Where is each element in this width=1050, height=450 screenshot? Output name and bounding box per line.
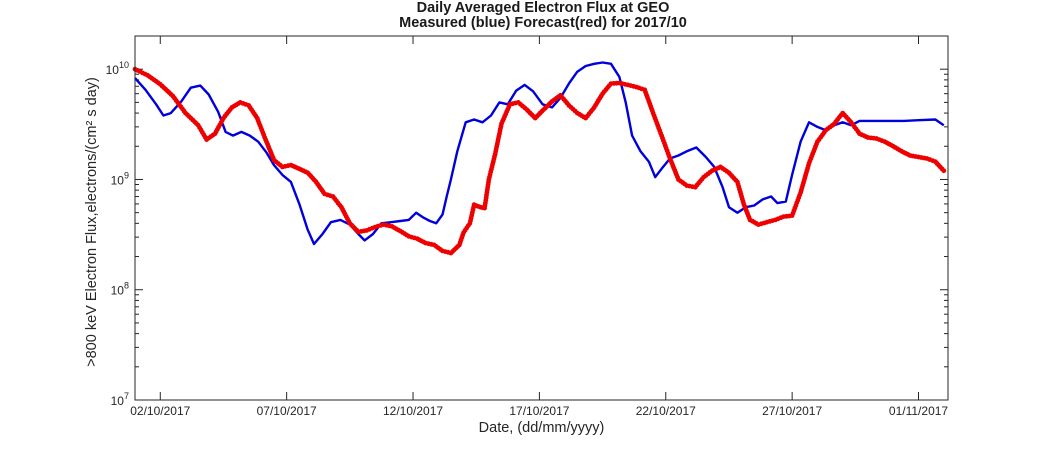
- forecast-series: [132, 66, 947, 256]
- measured-line: [134, 61, 945, 246]
- y-tick-label: 107: [111, 391, 129, 408]
- x-tick-label: 12/10/2017: [383, 404, 443, 418]
- x-tick-label: 27/10/2017: [762, 404, 822, 418]
- x-axis-label: Date, (dd/mm/yyyy): [479, 420, 605, 436]
- x-tick-labels: 02/10/2017 07/10/2017 12/10/2017 17/10/2017…: [130, 404, 948, 418]
- forecast-dots: [132, 66, 947, 256]
- x-tick-label: 01/11/2017: [889, 404, 948, 418]
- y-tick-label: 109: [111, 170, 129, 187]
- x-tick-label: 02/10/2017: [130, 404, 190, 418]
- chart-title: Daily Averaged Electron Flux at GEO: [416, 0, 670, 16]
- y-tick-labels: 107 108 109 1010: [106, 60, 129, 408]
- chart-subtitle: Measured (blue) Forecast(red) for 2017/1…: [399, 15, 687, 31]
- x-tick-label: 22/10/2017: [636, 404, 696, 418]
- x-tick-label: 07/10/2017: [257, 404, 317, 418]
- forecast-point: [941, 168, 947, 174]
- axis-ticks: [135, 35, 948, 401]
- y-axis-label: >800 keV Electron Flux,electrons/(cm² s …: [84, 77, 100, 367]
- plot-frame: [134, 35, 949, 401]
- x-tick-label: 17/10/2017: [509, 404, 569, 418]
- y-tick-label: 108: [111, 281, 129, 298]
- y-tick-label: 1010: [106, 60, 129, 77]
- data-lines: [134, 61, 945, 246]
